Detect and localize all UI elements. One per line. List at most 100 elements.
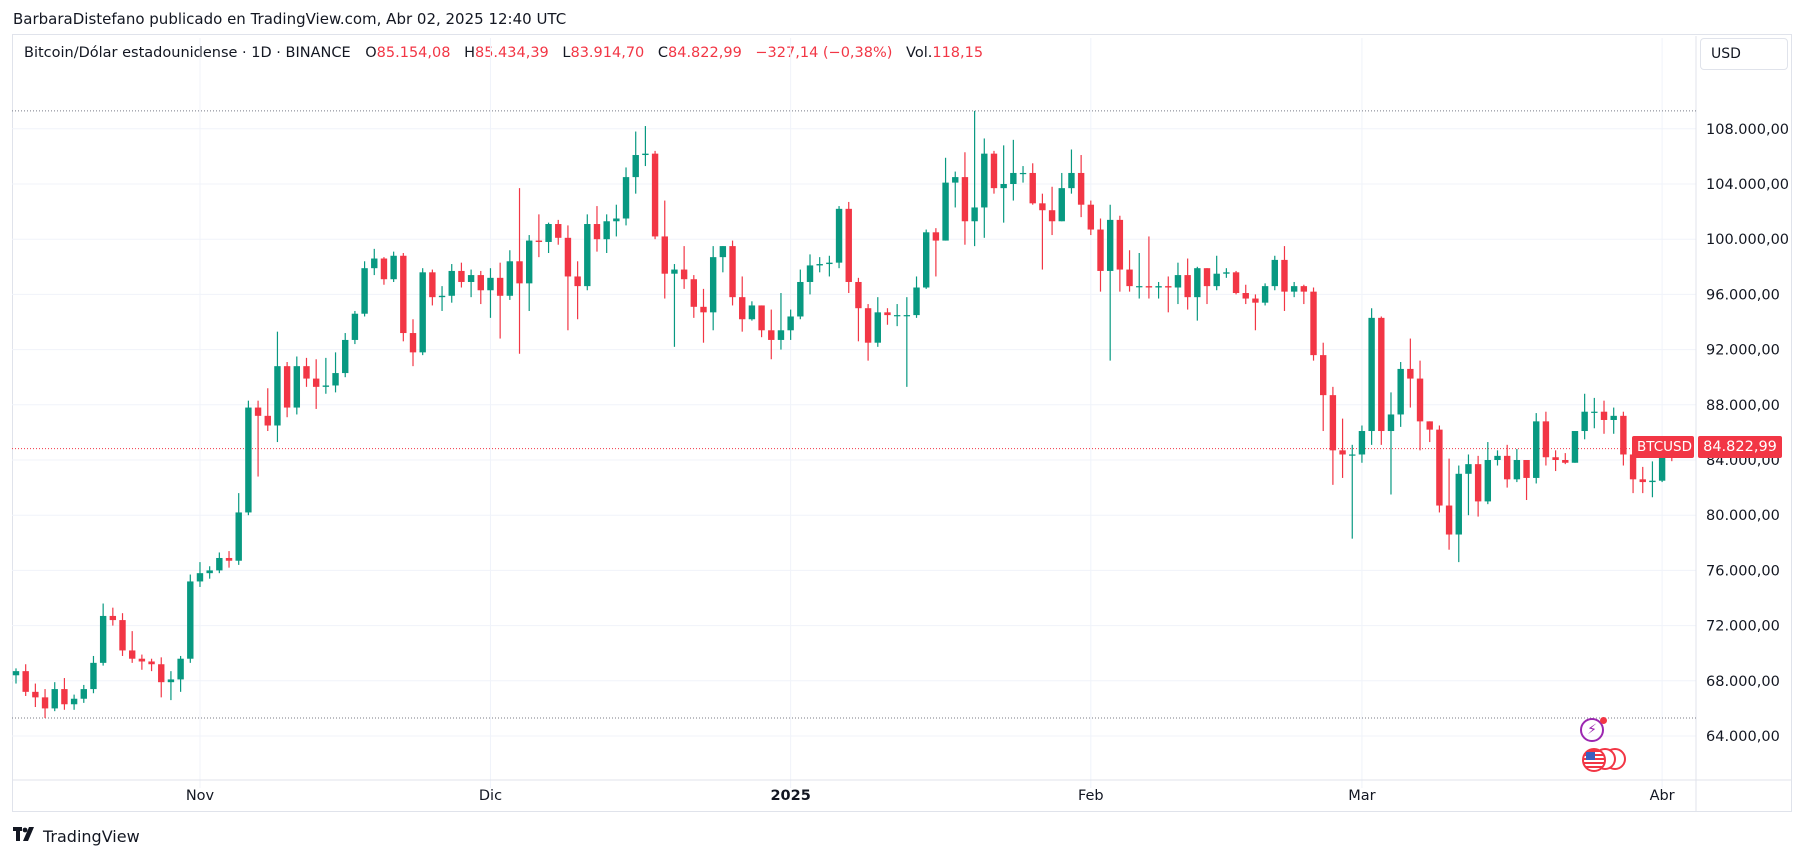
candle-body (913, 287, 920, 316)
candle-body (12, 671, 20, 676)
tradingview-mark-icon (13, 826, 37, 846)
close-key: C (657, 45, 668, 61)
candle-body (216, 557, 223, 571)
lightning-event-icon[interactable]: ⚡ (1580, 718, 1604, 742)
candle-body (1203, 268, 1211, 287)
candle-body (1503, 455, 1511, 480)
candle-body (1629, 454, 1637, 480)
candle-body (1223, 272, 1230, 274)
candle-body (477, 275, 484, 291)
candle-body (99, 615, 107, 663)
x-tick-label: Dic (479, 788, 502, 804)
candle-body (409, 333, 417, 353)
candle-body (1000, 184, 1007, 189)
candle-body (1649, 480, 1656, 483)
x-tick-label: Feb (1078, 788, 1104, 804)
candle-body (1290, 286, 1298, 292)
candle-body (196, 573, 204, 582)
candle-body (1368, 317, 1375, 432)
candle-body (651, 153, 659, 237)
x-tick-label: Abr (1650, 788, 1675, 804)
candle-body (293, 366, 301, 408)
candle-body (903, 315, 911, 317)
candle-body (603, 221, 610, 240)
candle-body (419, 272, 426, 353)
candle-body (245, 407, 252, 513)
candle-body (1329, 395, 1337, 451)
candle-body (1639, 479, 1646, 483)
candle-body (1232, 272, 1240, 294)
candle-body (642, 153, 649, 156)
candle-body (390, 255, 397, 280)
candle-body (1058, 188, 1065, 222)
candle-body (893, 315, 901, 317)
candle-body (932, 232, 940, 241)
candle-body (758, 305, 765, 331)
candle-body (622, 177, 630, 219)
candle-body (80, 689, 87, 699)
tradingview-wordmark: TradingView (43, 826, 140, 846)
candle-body (1610, 415, 1617, 420)
candle-body (351, 313, 359, 340)
candle-body (1378, 317, 1385, 432)
candle-body (1581, 411, 1588, 432)
candle-body (1039, 203, 1046, 211)
candle-body (1494, 455, 1501, 460)
candle-body (167, 679, 175, 683)
candle-body (525, 240, 533, 284)
candle-body (61, 689, 68, 705)
candle-body (545, 224, 552, 242)
candle-body (1126, 269, 1133, 287)
candle-body (584, 224, 591, 287)
candle-body (41, 697, 49, 709)
candle-body (1174, 275, 1182, 288)
candle-body (777, 330, 785, 340)
candle-body (1591, 411, 1598, 413)
candle-body (1436, 429, 1443, 506)
candle-body (1145, 286, 1153, 288)
candle-body (303, 366, 310, 379)
candle-body (264, 415, 271, 426)
candle-body (158, 664, 165, 683)
symbol-description[interactable]: Bitcoin/Dólar estadounidense · 1D · BINA… (24, 45, 351, 61)
candle-body (632, 155, 639, 178)
candle-body (1484, 460, 1492, 502)
tradingview-logo[interactable]: TradingView (13, 826, 140, 846)
candle-body (312, 378, 320, 387)
us-flag-event-icon[interactable] (1582, 748, 1606, 772)
candle-body (1184, 275, 1191, 298)
candle-body (1029, 172, 1036, 204)
candle-body (128, 650, 136, 659)
candle-body (487, 277, 494, 291)
candle-body (206, 570, 213, 574)
candle-body (739, 297, 746, 320)
currency-button[interactable]: USD (1700, 38, 1788, 70)
y-tick-label: 64.000,00 (1706, 729, 1780, 745)
candle-body (564, 237, 572, 277)
candle-body (826, 262, 833, 265)
open-key: O (365, 45, 377, 61)
volume-value: 118,15 (932, 45, 984, 61)
candle-body (506, 261, 514, 296)
candle-body (671, 269, 678, 274)
y-tick-label: 96.000,00 (1706, 287, 1780, 303)
candle-body (1155, 286, 1162, 288)
candle-body (1387, 414, 1395, 432)
candle-body (332, 373, 339, 386)
candle-body (1455, 473, 1462, 535)
x-tick-label: Nov (186, 788, 215, 804)
candle-body (1019, 172, 1027, 175)
candle-body (1562, 460, 1569, 463)
candle-body (1658, 443, 1666, 481)
candle-body (1068, 172, 1075, 189)
candle-body (361, 268, 368, 314)
y-tick-label: 104.000,00 (1706, 177, 1789, 193)
candle-body (22, 671, 29, 692)
candle-body (138, 658, 146, 662)
candle-body (1271, 259, 1278, 287)
attribution: BarbaraDistefano publicado en TradingVie… (13, 10, 567, 28)
candle-body (787, 316, 794, 331)
candle-body (274, 366, 281, 426)
x-tick-label: Mar (1348, 788, 1375, 804)
